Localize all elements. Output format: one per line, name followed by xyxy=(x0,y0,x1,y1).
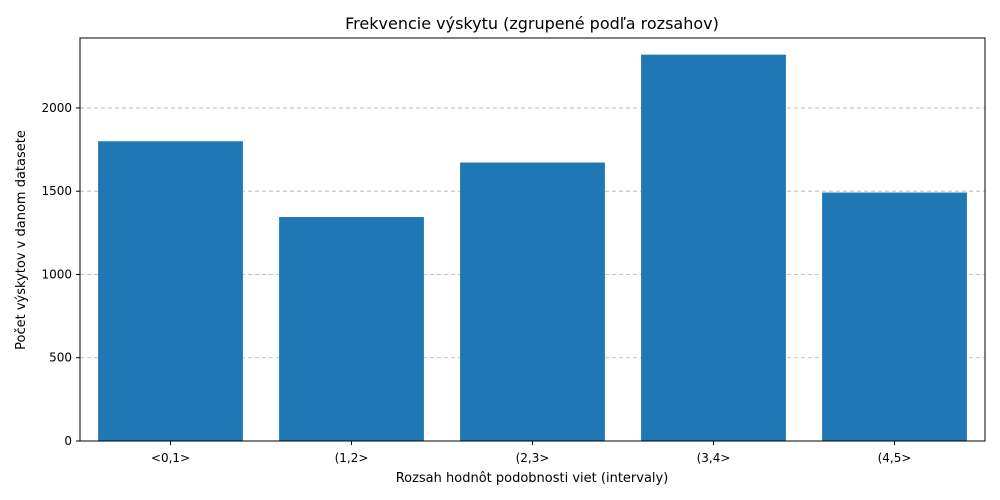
y-tick-label: 0 xyxy=(64,434,72,448)
bar xyxy=(822,192,967,441)
bar xyxy=(279,217,424,441)
x-tick-label: (3,4> xyxy=(697,451,731,465)
y-tick-label: 500 xyxy=(49,351,72,365)
bar xyxy=(460,162,605,441)
x-axis-label: Rozsah hodnôt podobnosti viet (intervaly… xyxy=(396,471,669,486)
bars xyxy=(98,54,967,442)
x-tick-label: (4,5> xyxy=(878,451,912,465)
x-axis-ticks: <0,1> (1,2> (2,3> (3,4> (4,5> xyxy=(151,441,912,465)
y-axis-label: Počet výskytov v danom datasete xyxy=(14,130,29,350)
chart-title: Frekvencie výskytu (zgrupené podľa rozsa… xyxy=(345,14,719,33)
bar xyxy=(98,141,243,442)
y-tick-label: 1000 xyxy=(41,267,72,281)
y-tick-label: 2000 xyxy=(41,101,72,115)
x-tick-label: <0,1> xyxy=(151,451,190,465)
y-axis-ticks: 0 500 1000 1500 2000 xyxy=(41,101,80,448)
y-tick-label: 1500 xyxy=(41,184,72,198)
bar xyxy=(641,54,786,441)
x-tick-label: (1,2> xyxy=(335,451,369,465)
x-tick-label: (2,3> xyxy=(516,451,550,465)
